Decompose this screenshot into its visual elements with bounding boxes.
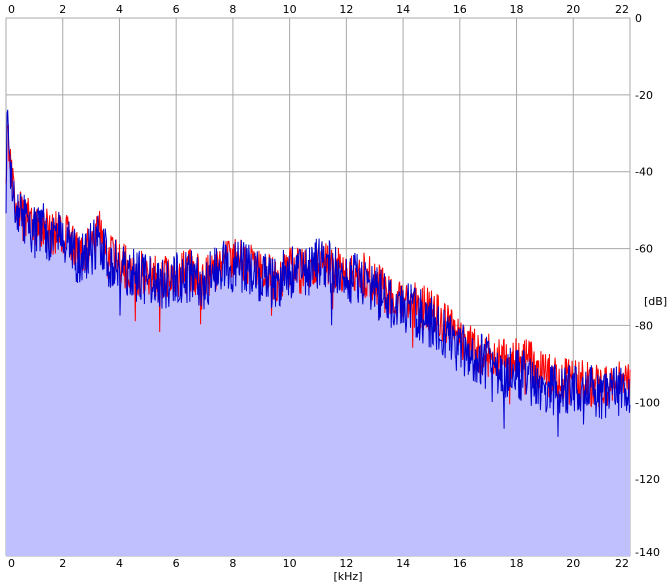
y-tick-labels: 0 -20 -40 -60 -80 -100 -120 -140 <box>635 12 660 559</box>
x-tick-labels-bottom: 0 2 4 6 8 10 12 14 16 18 20 22 <box>8 557 629 570</box>
y-tick-label: -100 <box>635 396 660 409</box>
x-tick-label-top: 10 <box>283 3 297 16</box>
y-tick-label: 0 <box>635 12 642 25</box>
x-tick-label-bottom: 6 <box>173 557 180 570</box>
x-tick-label-bottom: 12 <box>339 557 353 570</box>
x-tick-labels-top: 0 2 4 6 8 10 12 14 16 18 20 22 <box>8 3 629 16</box>
x-tick-label-top: 0 <box>8 3 15 16</box>
x-tick-label-top: 18 <box>510 3 524 16</box>
x-tick-label-top: 6 <box>173 3 180 16</box>
y-axis-unit-label: [dB] <box>644 295 667 308</box>
x-axis-unit-label: [kHz] <box>334 570 363 583</box>
y-tick-label: -40 <box>635 166 653 179</box>
series-lines <box>5 109 631 437</box>
x-tick-label-bottom: 8 <box>229 557 236 570</box>
x-tick-label-bottom: 10 <box>283 557 297 570</box>
y-tick-label: -80 <box>635 319 653 332</box>
x-tick-label-top: 2 <box>59 3 66 16</box>
x-tick-label-top: 8 <box>229 3 236 16</box>
x-tick-label-top: 14 <box>396 3 410 16</box>
y-tick-label: -60 <box>635 243 653 256</box>
x-tick-label-bottom: 14 <box>396 557 410 570</box>
x-tick-label-bottom: 0 <box>8 557 15 570</box>
x-tick-label-bottom: 20 <box>566 557 580 570</box>
x-tick-label-bottom: 16 <box>453 557 467 570</box>
y-tick-label: -20 <box>635 89 653 102</box>
x-tick-label-top: 20 <box>566 3 580 16</box>
x-tick-label-top: 4 <box>116 3 123 16</box>
x-tick-label-bottom: 18 <box>510 557 524 570</box>
x-tick-label-bottom: 2 <box>59 557 66 570</box>
x-tick-label-top: 16 <box>453 3 467 16</box>
y-tick-label: -140 <box>635 546 660 559</box>
x-tick-label-bottom: 22 <box>615 557 629 570</box>
series-line-2 <box>5 109 631 437</box>
x-tick-label-top: 22 <box>615 3 629 16</box>
spectrum-fill-area <box>6 109 630 557</box>
x-tick-label-top: 12 <box>339 3 353 16</box>
x-tick-label-bottom: 4 <box>116 557 123 570</box>
y-tick-label: -120 <box>635 473 660 486</box>
